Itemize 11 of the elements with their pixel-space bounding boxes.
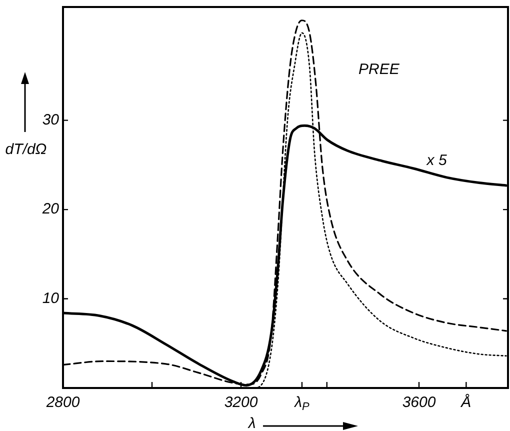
annotation: x 5 [426, 152, 448, 169]
x-axis-title: λ [247, 415, 256, 431]
x-tick-label: 3600 [402, 394, 436, 412]
x-tick-label: 3200 [224, 394, 258, 412]
x-tick-label: 2800 [45, 394, 80, 412]
y-tick-label: 20 [41, 200, 60, 218]
y-tick-label: 30 [42, 111, 60, 128]
y-axis-title: dT/dΩ [5, 141, 47, 158]
y-tick-label: 10 [42, 290, 60, 307]
x-tick-label: Å [460, 393, 472, 412]
text: PREE [358, 61, 400, 78]
